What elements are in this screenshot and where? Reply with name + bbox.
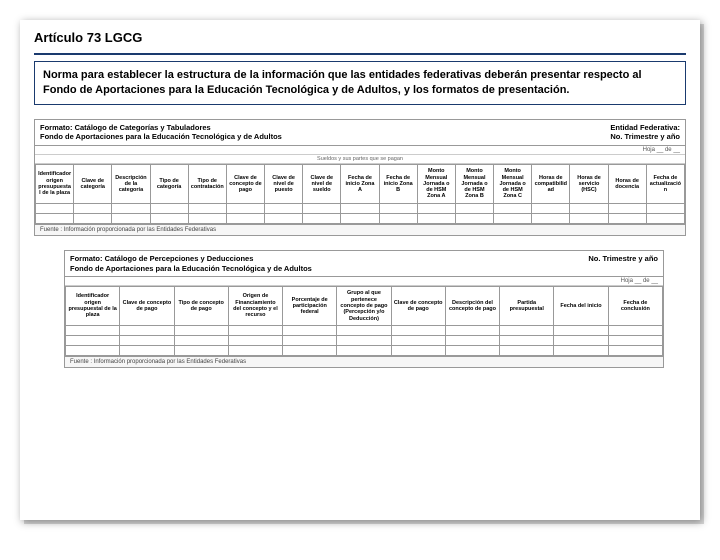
form1-sublabel: Sueldos y sus partes que se pagan [35,155,685,164]
f2-col: Descripción del concepto de pago [445,287,499,326]
table-row [36,203,685,213]
form2-title-right: No. Trimestre y año [588,254,658,274]
form2-header-row: Identificador origen presupuestal de la … [66,287,663,326]
form2-title-line2: Fondo de Aportaciones para la Educación … [70,264,312,274]
form1-title-line2: Fondo de Aportaciones para la Educación … [40,132,282,142]
f2-col: Porcentaje de participación federal [283,287,337,326]
form1-hoja: Hoja __ de __ [35,146,685,155]
f2-col: Fecha del inicio [554,287,608,326]
f1-col: Tipo de contratación [188,165,226,204]
norma-text: Norma para establecer la estructura de l… [43,69,642,96]
f1-col: Monto Mensual Jornada o de HSM Zona A [417,165,455,204]
slide-page: Artículo 73 LGCG Norma para establecer l… [20,20,700,520]
f1-col: Clave de nivel de sueldo [303,165,341,204]
form2-title-left: Formato: Catálogo de Percepciones y Dedu… [70,254,312,274]
form1-title-left: Formato: Catálogo de Categorías y Tabula… [40,123,282,143]
f2-col: Fecha de conclusión [608,287,662,326]
f1-col: Fecha de actualización [646,165,684,204]
article-title: Artículo 73 LGCG [34,30,686,45]
form1-entidad: Entidad Federativa: [610,123,680,133]
form2-table: Identificador origen presupuestal de la … [65,286,663,356]
norma-description-box: Norma para establecer la estructura de l… [34,61,686,105]
form1-header-row: Identificador origen presupuestal de la … [36,165,685,204]
form2-header: Formato: Catálogo de Percepciones y Dedu… [65,251,663,278]
form1-fuente: Fuente : Información proporcionada por l… [35,224,685,235]
f1-col: Horas de docencia [608,165,646,204]
form1-table: Identificador origen presupuestal de la … [35,164,685,224]
f1-col: Monto Mensual Jornada o de HSM Zona B [455,165,493,204]
form-catalogo-percepciones: Formato: Catálogo de Percepciones y Dedu… [64,250,664,368]
form1-title-right: Entidad Federativa: No. Trimestre y año [610,123,680,143]
f1-col: Tipo de categoría [150,165,188,204]
f1-col: Horas de servicio (HSC) [570,165,608,204]
f2-col: Identificador origen presupuestal de la … [66,287,120,326]
form1-title-line1: Formato: Catálogo de Categorías y Tabula… [40,123,282,133]
form1-header: Formato: Catálogo de Categorías y Tabula… [35,120,685,147]
f1-col: Fecha de inicio Zona B [379,165,417,204]
f1-col: Clave de concepto de pago [226,165,264,204]
f1-col: Monto Mensual Jornada o de HSM Zona C [494,165,532,204]
form2-trimestre: No. Trimestre y año [588,254,658,264]
form1-trimestre: No. Trimestre y año [610,132,680,142]
f1-col: Clave de nivel de puesto [265,165,303,204]
f2-col: Grupo al que pertenece concepto de pago … [337,287,391,326]
f2-col: Clave de concepto de pago [391,287,445,326]
table-row [66,335,663,345]
table-row [66,345,663,355]
title-underline [34,53,686,55]
form-catalogo-categorias: Formato: Catálogo de Categorías y Tabula… [34,119,686,236]
table-row [36,213,685,223]
f1-col: Clave de categoría [74,165,112,204]
f2-col: Partida presupuestal [500,287,554,326]
f1-col: Descripción de la categoría [112,165,150,204]
form2-title-line1: Formato: Catálogo de Percepciones y Dedu… [70,254,312,264]
f1-col: Fecha de inicio Zona A [341,165,379,204]
f1-col: Identificador origen presupuestal de la … [36,165,74,204]
f2-col: Origen de Financiamiento del concepto y … [228,287,282,326]
f1-col: Horas de compatibilidad [532,165,570,204]
table-row [66,325,663,335]
form2-hoja: Hoja __ de __ [65,277,663,286]
form2-fuente: Fuente : Información proporcionada por l… [65,356,663,367]
f2-col: Tipo de concepto de pago [174,287,228,326]
f2-col: Clave de concepto de pago [120,287,174,326]
